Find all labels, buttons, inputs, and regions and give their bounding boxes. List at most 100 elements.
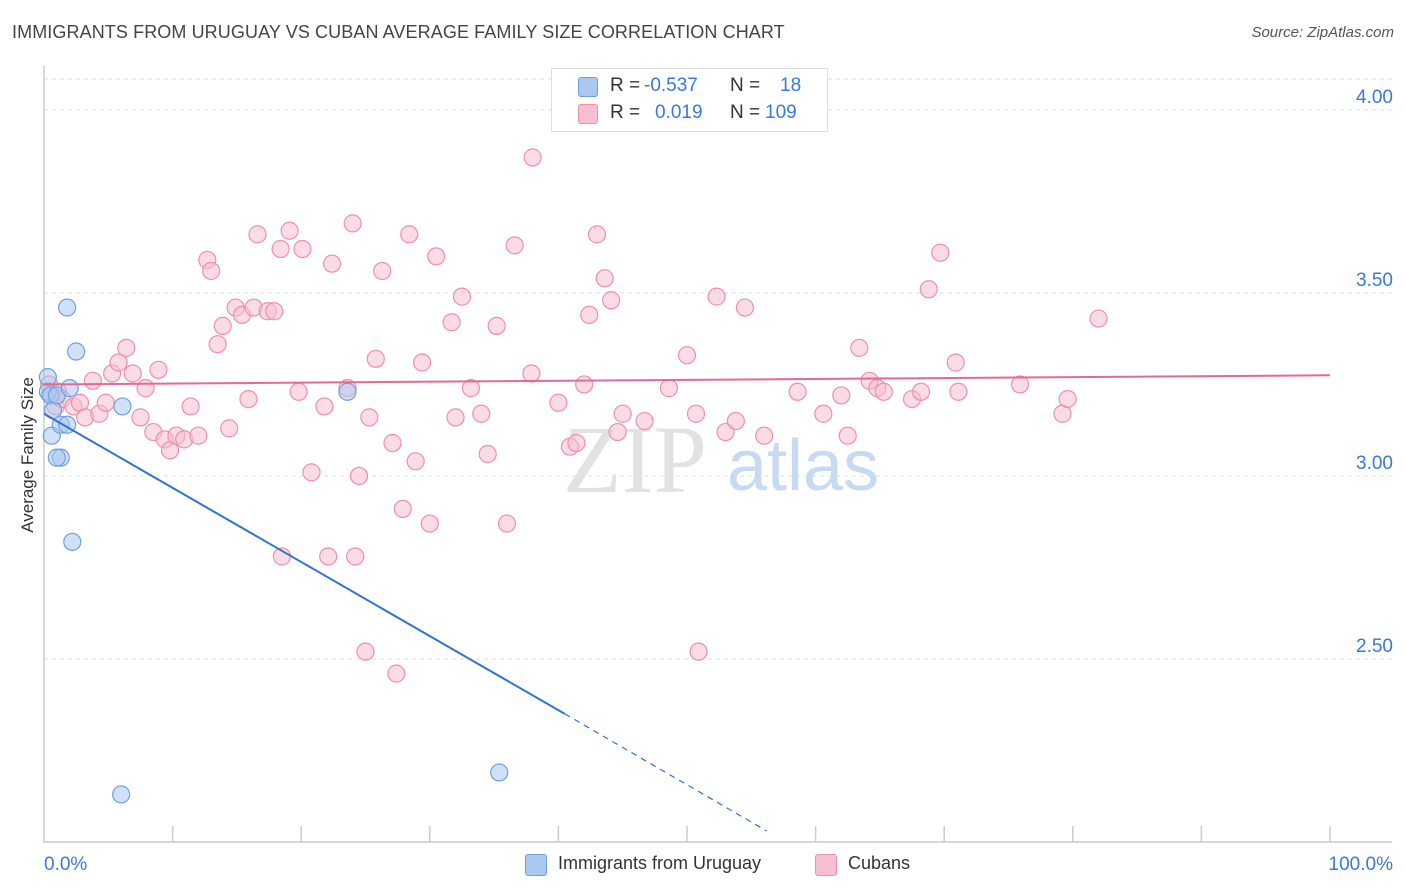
cubans-point [136, 379, 155, 398]
cubans-point [400, 225, 419, 244]
cubans-point [635, 411, 654, 431]
cubans-point [83, 371, 102, 390]
y-tick-label: 3.50 [1356, 270, 1393, 291]
cubans-point [478, 444, 497, 464]
uruguay-point [112, 785, 131, 804]
cubans-point [602, 291, 621, 310]
cubans-point [755, 426, 774, 445]
cubans-point [315, 397, 334, 416]
cubans-point [523, 148, 542, 167]
cubans-point [383, 433, 402, 453]
uruguay-point [63, 532, 82, 551]
legend-r-value: -0.537 [644, 75, 698, 96]
cubans-point [208, 335, 227, 354]
cubans-point [832, 386, 851, 405]
cubans-point [505, 236, 524, 255]
cubans-point [1010, 375, 1030, 394]
cubans-point [472, 404, 491, 423]
uruguay-point [60, 379, 79, 398]
watermark: ZIP atlas [563, 406, 879, 513]
legend-n-label: N = [730, 75, 761, 96]
cubans-point [412, 353, 432, 372]
cubans-point [213, 316, 232, 335]
cubans-point [346, 547, 365, 566]
uruguay-point [338, 382, 357, 401]
legend-r-label: R = [610, 75, 641, 96]
cubans-point [189, 426, 208, 445]
cubans-point [911, 382, 931, 401]
uruguay-point [67, 342, 86, 361]
cubans-point [319, 547, 338, 566]
trend-lines [43, 374, 1331, 832]
cubans-point [271, 239, 290, 259]
cubans-point [575, 375, 594, 394]
cubans-point [874, 382, 893, 401]
legend-swatch-cubans [578, 104, 598, 124]
cubans-point [446, 408, 465, 427]
uruguay-point [490, 763, 509, 782]
uruguay-point [58, 298, 77, 317]
cubans-point [613, 404, 632, 423]
bottom-legend-label-cubans: Cubans [848, 853, 911, 873]
cubans-point [406, 452, 425, 471]
legend-n-value: 109 [765, 102, 797, 123]
uruguay-point [47, 448, 66, 467]
cubans-point [1089, 309, 1108, 328]
cubans-point [788, 382, 807, 401]
cubans-point [814, 404, 833, 423]
uruguay-trend-line [43, 412, 566, 715]
cubans-point [149, 360, 168, 379]
legend-n-label: N = [730, 102, 761, 123]
cubans-point [442, 313, 461, 332]
y-tick-label: 2.50 [1356, 636, 1393, 657]
cubans-point [487, 316, 506, 335]
legend-r-label: R = [610, 102, 641, 123]
cubans-point [677, 346, 697, 365]
cubans-point [109, 353, 128, 372]
cubans-point [356, 642, 375, 661]
cubans-point [735, 298, 754, 317]
cubans-point [427, 247, 446, 266]
cubans-point [322, 254, 342, 273]
cubans-point [931, 243, 950, 262]
axes [43, 66, 1392, 843]
cubans-point [686, 404, 706, 423]
cubans-point [373, 261, 392, 281]
cubans-point [726, 411, 745, 431]
cubans-point [949, 382, 968, 401]
cubans-point [349, 466, 369, 486]
cubans-point [248, 225, 267, 244]
cubans-point [707, 287, 726, 306]
cubans-point [608, 422, 627, 442]
cubans-point [919, 280, 938, 299]
cubans-point [567, 433, 586, 453]
cubans-point [549, 393, 568, 412]
uruguay-point [113, 397, 132, 416]
legend-n-value: 18 [780, 75, 802, 96]
cubans-point [580, 305, 599, 325]
gridlines [44, 78, 1395, 660]
cubans-point [280, 221, 299, 240]
cubans-point [393, 499, 412, 519]
cubans-point [838, 426, 857, 445]
cubans-point [220, 419, 239, 438]
bottom-legend-label-uruguay: Immigrants from Uruguay [558, 853, 762, 873]
cubans-point [659, 379, 679, 398]
x-tick-label-max: 100.0% [1329, 854, 1394, 875]
cubans-point [689, 642, 708, 661]
cubans-point [850, 338, 869, 357]
cubans-point [452, 287, 472, 306]
source-credit: Source: ZipAtlas.com [1251, 24, 1394, 41]
cubans-trend-line [43, 374, 1331, 386]
y-tick-label: 4.00 [1356, 87, 1393, 108]
watermark-zip: ZIP [563, 406, 707, 513]
bottom-legend-swatch-uruguay [525, 854, 547, 876]
cubans-point [117, 338, 136, 357]
cubans-point [946, 353, 965, 372]
cubans-point [302, 463, 321, 482]
cubans-point [420, 514, 439, 533]
cubans-point [587, 225, 607, 244]
cubans-point [1058, 389, 1077, 409]
x-tick-label-min: 0.0% [44, 854, 87, 875]
cubans-point [131, 408, 150, 427]
